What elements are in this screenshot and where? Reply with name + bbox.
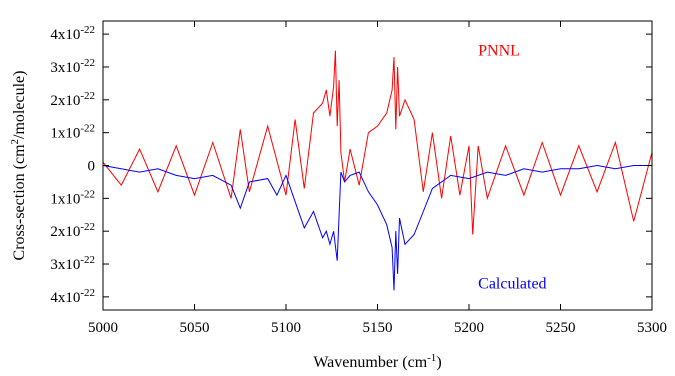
legend-label-pnnl: PNNL — [478, 43, 520, 60]
legend-label-calculated: Calculated — [478, 276, 546, 293]
y-axis-title-tail: /molecule) — [11, 71, 28, 139]
x-tick-label: 5000 — [88, 320, 118, 336]
x-tick-label: 5250 — [546, 320, 576, 336]
y-tick-label: 2x10-22 — [50, 221, 95, 240]
x-axis-title-sup: -1 — [427, 352, 436, 364]
y-tick-label: 1x10-22 — [50, 123, 95, 142]
x-tick-label: 5300 — [637, 320, 667, 336]
series-layer — [102, 50, 653, 291]
y-tick-label: 3x10-22 — [50, 254, 95, 273]
label-layer: 5000 5050 5100 5150 5200 5250 5300 4x10-22 3x10-… — [50, 24, 667, 336]
x-axis-title: Wavenumber (cm-1) — [313, 352, 441, 371]
y-axis-title-main: Cross-section (cm — [11, 144, 28, 261]
series-line-calculated — [102, 164, 652, 291]
y-tick-label: 4x10-22 — [50, 287, 95, 306]
x-tick-label: 5050 — [180, 320, 210, 336]
series-line-pnnl — [102, 50, 653, 235]
x-axis-title-main: Wavenumber (cm — [313, 354, 427, 371]
x-tick-label: 5150 — [363, 320, 393, 336]
y-tick-label: 2x10-22 — [50, 90, 95, 109]
y-tick-label: 1x10-22 — [50, 188, 95, 207]
y-tick-label: 4x10-22 — [50, 24, 95, 43]
y-axis-title: Cross-section (cm2/molecule) — [9, 71, 28, 261]
x-axis-title-close: ) — [436, 354, 441, 371]
y-tick-label: 3x10-22 — [50, 57, 95, 76]
x-tick-label: 5200 — [454, 320, 484, 336]
y-axis-title-sup: 2 — [9, 139, 21, 145]
x-tick-label: 5100 — [271, 320, 301, 336]
y-tick-label: 0 — [88, 159, 96, 175]
tick-layer — [102, 21, 653, 310]
